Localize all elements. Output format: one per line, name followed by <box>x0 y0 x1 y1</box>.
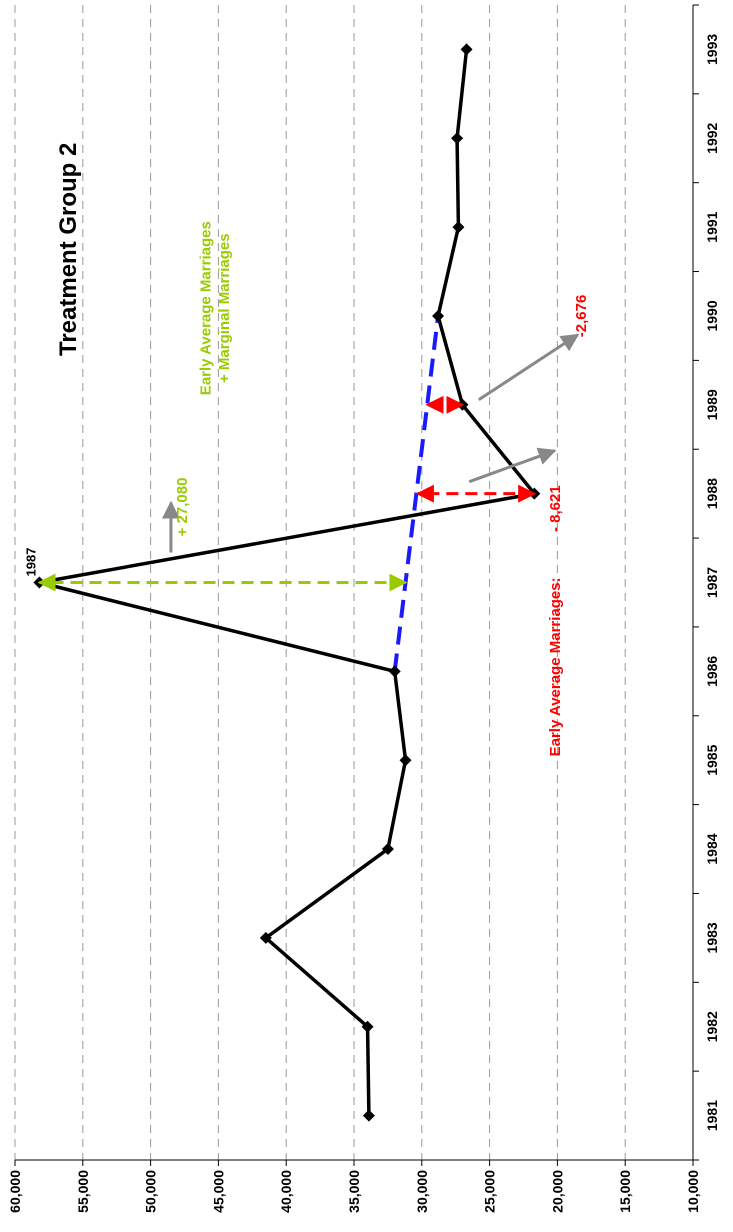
axis-layer <box>14 4 699 1166</box>
category-tick-label: 1992 <box>704 122 720 153</box>
data-point-marker <box>432 309 445 322</box>
annotation-text: + 27,080 <box>174 478 191 537</box>
data-point-marker <box>388 665 401 678</box>
value-tick-label: 25,000 <box>482 1170 498 1213</box>
annotation-text: - 8,621 <box>547 485 564 532</box>
data-point-marker <box>451 132 464 145</box>
category-tick-label: 1991 <box>704 211 720 242</box>
category-tick-label: 1987 <box>704 567 720 598</box>
value-tick-label: 30,000 <box>414 1170 430 1213</box>
category-tick-label: 1983 <box>704 922 720 953</box>
data-point-marker <box>361 1020 374 1033</box>
category-tick-label: 1986 <box>704 656 720 687</box>
category-tick-label: 1989 <box>704 389 720 420</box>
value-tick-label: 45,000 <box>210 1170 226 1213</box>
data-point-marker <box>362 1109 375 1122</box>
category-tick-label: 1984 <box>704 833 720 864</box>
category-tick-label: 1988 <box>704 478 720 509</box>
category-tick-label: 1993 <box>704 34 720 65</box>
annotation-text: -2,676 <box>573 295 590 338</box>
annotation-layer <box>37 333 580 592</box>
chart-title: Treatment Group 2 <box>55 143 82 356</box>
annotation-text: Early Average Marriages: <box>547 577 564 756</box>
category-tick-label: 1985 <box>704 744 720 775</box>
pointer-arrow <box>477 333 580 402</box>
data-point-marker <box>259 931 272 944</box>
data-point-marker <box>452 221 465 234</box>
data-point-marker <box>399 754 412 767</box>
value-tick-label: 50,000 <box>143 1170 159 1213</box>
category-tick-label: 1982 <box>704 1011 720 1042</box>
value-tick-label: 55,000 <box>75 1170 91 1213</box>
value-tick-label: 15,000 <box>617 1170 633 1213</box>
value-tick-label: 60,000 <box>7 1170 23 1213</box>
value-tick-label: 40,000 <box>278 1170 294 1213</box>
point-label: 1987 <box>23 548 38 577</box>
annotation-text: + Marginal Marriages <box>216 233 233 383</box>
pointer-arrow <box>468 447 557 484</box>
category-tick-label: 1990 <box>704 300 720 331</box>
data-point-marker <box>381 843 394 856</box>
value-tick-label: 10,000 <box>685 1170 701 1213</box>
value-tick-label: 35,000 <box>346 1170 362 1213</box>
category-tick-label: 1981 <box>704 1100 720 1131</box>
text-layer: 10,000 15,000 20,000 25,000 30,000 35,000 40,0… <box>7 34 720 1213</box>
data-point-marker <box>460 43 473 56</box>
value-tick-label: 20,000 <box>549 1170 565 1213</box>
annotation-text: Early Average Marriages <box>197 221 214 395</box>
